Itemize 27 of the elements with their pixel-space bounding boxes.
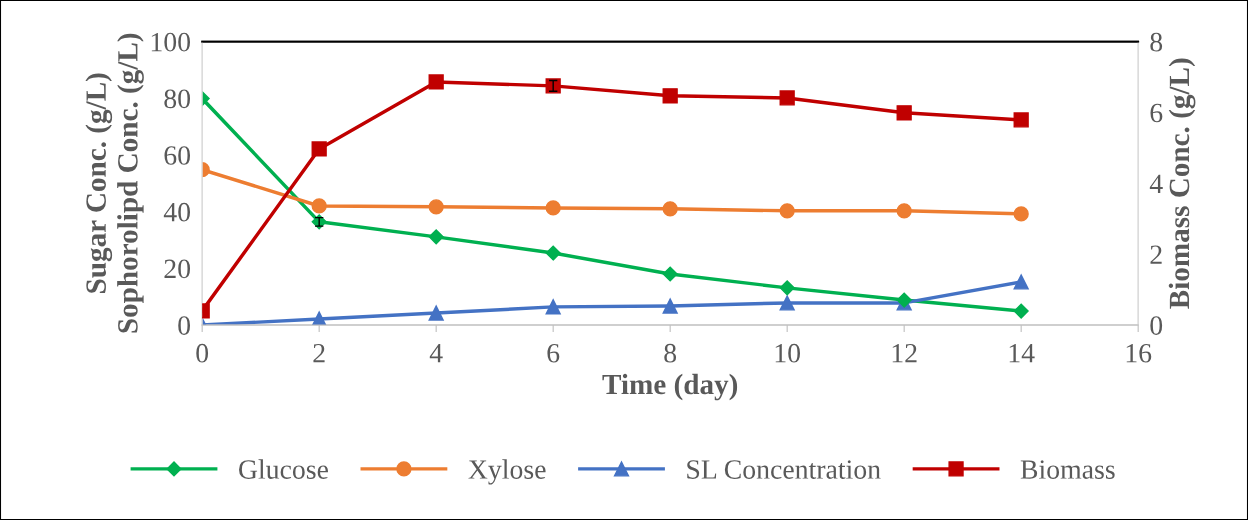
y2-tick-label: 4 (1149, 174, 1163, 193)
legend-label: Glucose (239, 459, 328, 479)
y2-axis-title: Biomass Conc. (g/L) (1168, 58, 1196, 309)
y-axis-title: Sugar Conc. (g/L) Sophorolipd Conc. (g/L) (85, 33, 144, 333)
x-tick-label: 2 (313, 343, 325, 363)
legend-label: Xylose (468, 459, 546, 485)
x-tick-label: 8 (664, 343, 677, 363)
x-tick-label: 0 (196, 343, 209, 363)
y-tick-label: 60 (164, 146, 191, 165)
y-tick-label: 20 (164, 259, 191, 279)
y2-tick-label: 0 (1150, 316, 1163, 335)
x-tick-label: 14 (1009, 343, 1035, 363)
x-tick-label: 6 (547, 343, 560, 363)
y-tick-label: 100 (151, 32, 191, 52)
y-tick-label: 80 (164, 89, 191, 109)
legend-label: Biomass (1020, 460, 1115, 479)
x-axis-title: Time (day) (602, 373, 738, 401)
y2-tick-label: 2 (1150, 245, 1162, 264)
y2-tick-label: 6 (1150, 103, 1163, 123)
y-tick-label: 0 (178, 316, 191, 335)
x-tick-label: 12 (892, 343, 917, 363)
x-tick-label: 4 (429, 344, 443, 363)
y-tick-label: 40 (163, 202, 191, 222)
y2-tick-label: 8 (1150, 32, 1163, 52)
x-tick-label: 16 (1126, 343, 1152, 363)
x-tick-label: 10 (775, 343, 801, 363)
legend-label: SL Concentration (687, 460, 881, 479)
